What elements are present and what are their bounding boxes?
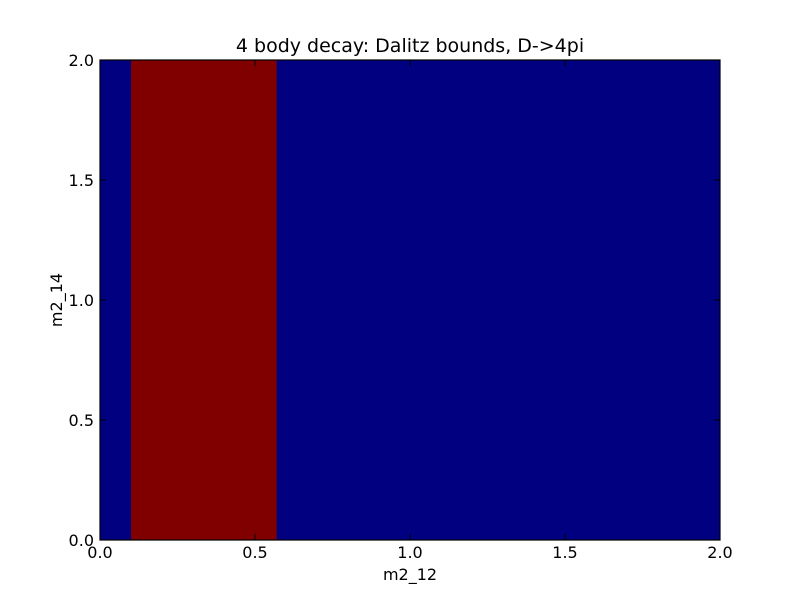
plot-area: 0.0 0.5 1.0 1.5 2.0 0.0 0.5 1.0 1.5 2.0: [69, 51, 733, 562]
y-tick-label-0: 0.0: [69, 531, 94, 550]
y-tick-label-2: 1.0: [69, 291, 94, 310]
chart-title: 4 body decay: Dalitz bounds, D->4pi: [236, 35, 584, 57]
y-tick-label-1: 0.5: [69, 411, 94, 430]
y-tick-label-3: 1.5: [69, 171, 94, 190]
y-axis-title: m2_14: [47, 273, 67, 327]
x-axis-title: m2_12: [383, 565, 437, 585]
x-tick-label-0: 0.0: [87, 543, 112, 562]
x-tick-label-4: 2.0: [707, 543, 732, 562]
x-tick-label-2: 1.0: [397, 543, 422, 562]
x-tick-label-3: 1.5: [552, 543, 577, 562]
x-tick-label-1: 0.5: [242, 543, 267, 562]
heatmap-region-1: [131, 60, 277, 540]
y-tick-label-4: 2.0: [69, 51, 94, 70]
